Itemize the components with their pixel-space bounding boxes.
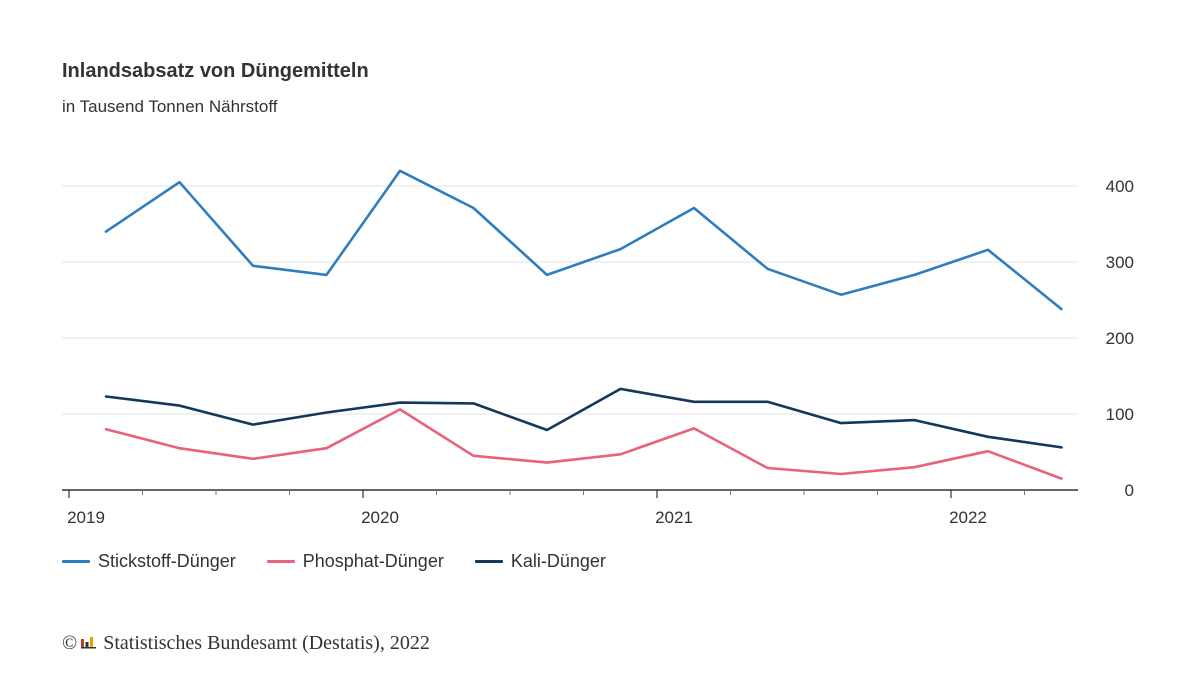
series-line-0	[104, 169, 1063, 311]
y-tick-label: 300	[1106, 253, 1134, 272]
line-chart: 0 100 200 300 400 2019 2020 2021 2022	[62, 169, 1134, 527]
legend-swatch-kali	[474, 560, 503, 563]
legend-item-phosphat[interactable]: Phosphat-Dünger	[266, 551, 444, 572]
x-tick-label: 2019	[67, 508, 105, 527]
legend-item-stickstoff[interactable]: Stickstoff-Dünger	[62, 551, 236, 572]
source-text: Statistisches Bundesamt (Destatis), 2022	[103, 632, 430, 654]
copyright-symbol: ©	[62, 632, 78, 654]
legend-label-kali: Kali-Dünger	[510, 551, 606, 571]
x-tick-label: 2020	[361, 508, 399, 527]
y-tick-label: 400	[1106, 177, 1134, 196]
y-tick-label: 0	[1125, 481, 1134, 500]
y-tick-label: 100	[1106, 405, 1134, 424]
destatis-logo-icon	[81, 632, 97, 655]
series-line-2	[104, 387, 1063, 449]
legend-swatch-stickstoff	[62, 560, 90, 563]
chart-title: Inlandsabsatz von Düngemitteln	[62, 60, 369, 82]
chart-subtitle: in Tausend Tonnen Nährstoff	[62, 97, 278, 116]
chart-legend: Stickstoff-Dünger Phosphat-Dünger Kali-D…	[62, 551, 637, 572]
legend-swatch-phosphat	[266, 560, 295, 563]
x-tick-label: 2022	[949, 508, 987, 527]
series-line-1	[104, 408, 1063, 480]
source-credit: © Statistisches Bundesamt (Destatis), 20…	[62, 632, 430, 655]
legend-item-kali[interactable]: Kali-Dünger	[474, 551, 606, 572]
legend-label-phosphat: Phosphat-Dünger	[302, 551, 444, 571]
y-tick-label: 200	[1106, 329, 1134, 348]
legend-label-stickstoff: Stickstoff-Dünger	[98, 551, 236, 571]
x-tick-label: 2021	[655, 508, 693, 527]
